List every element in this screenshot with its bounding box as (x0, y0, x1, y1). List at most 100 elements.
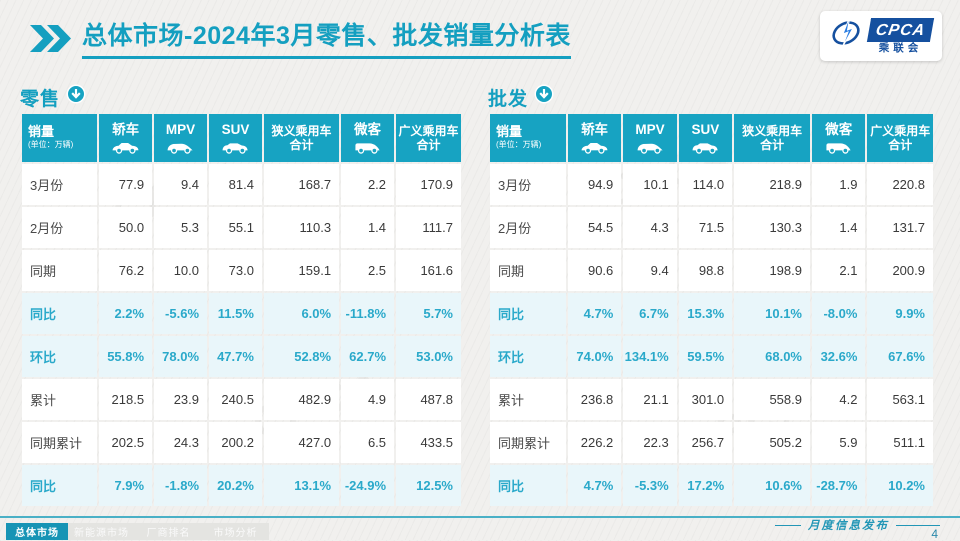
value-cell: 482.9 (263, 379, 340, 420)
row-label: 同比 (22, 465, 98, 506)
row-label: 累计 (490, 379, 566, 420)
column-header: 微客 (341, 114, 395, 162)
value-cell: 73.0 (209, 250, 262, 291)
value-cell: 200.2 (209, 422, 262, 463)
value-cell: 81.4 (209, 164, 262, 205)
sedan-icon (569, 139, 620, 154)
value-cell: 110.3 (263, 207, 340, 248)
footer-tab-active[interactable]: 总体市场 (6, 523, 68, 540)
table-row: 同期 76.2 10.0 73.0 159.1 2.5 161.6 (22, 250, 461, 291)
double-chevron-icon (30, 22, 72, 52)
value-cell: 111.7 (396, 207, 461, 248)
column-header: SUV (678, 114, 733, 162)
value-cell: -8.0% (812, 293, 866, 334)
value-cell: 1.4 (812, 207, 866, 248)
footer-tab-inactive[interactable]: 厂商排名 (135, 523, 202, 540)
microvan-icon (813, 139, 864, 154)
value-cell: 20.2% (209, 465, 262, 506)
publish-note-text: 月度信息发布 (808, 518, 889, 532)
table-row: 环比 74.0% 134.1% 59.5% 68.0% 32.6% 67.6% (490, 336, 933, 377)
value-cell: 13.1% (263, 465, 340, 506)
header-row: 销量 (单位：万辆) 轿车 MPV SUV 狭义乘用车 合计 微客 广义乘用车 合计 (22, 114, 461, 162)
value-cell: 74.0% (567, 336, 622, 377)
row-label: 3月份 (22, 164, 98, 205)
value-cell: 76.2 (99, 250, 153, 291)
table-row: 同比 2.2% -5.6% 11.5% 6.0% -11.8% 5.7% (22, 293, 461, 334)
column-header: SUV (209, 114, 262, 162)
value-cell: -28.7% (812, 465, 866, 506)
footer-tab-inactive[interactable]: 新能源市场 (68, 523, 135, 540)
row-label: 同期累计 (490, 422, 566, 463)
value-cell: 17.2% (678, 465, 733, 506)
value-cell: 198.9 (734, 250, 810, 291)
value-cell: 59.5% (678, 336, 733, 377)
column-header: 微客 (812, 114, 866, 162)
value-cell: 52.8% (263, 336, 340, 377)
row-label: 3月份 (490, 164, 566, 205)
value-cell: 114.0 (678, 164, 733, 205)
value-cell: 6.5 (341, 422, 395, 463)
table-row: 同期累计 226.2 22.3 256.7 505.2 5.9 511.1 (490, 422, 933, 463)
value-cell: 10.6% (734, 465, 810, 506)
header-row: 销量 (单位：万辆) 轿车 MPV SUV 狭义乘用车 合计 微客 广义乘用车 合计 (490, 114, 933, 162)
value-cell: 427.0 (263, 422, 340, 463)
row-label: 2月份 (22, 207, 98, 248)
retail-section-label: 零售 (20, 88, 61, 110)
publish-note: 月度信息发布 (775, 517, 940, 533)
value-cell: 23.9 (154, 379, 208, 420)
column-header: 轿车 (99, 114, 153, 162)
cpca-acronym: CPCA (866, 18, 935, 43)
value-cell: 161.6 (396, 250, 461, 291)
column-header: MPV (623, 114, 677, 162)
value-cell: 98.8 (678, 250, 733, 291)
value-cell: 62.7% (341, 336, 395, 377)
value-cell: 433.5 (396, 422, 461, 463)
wholesale-table: 销量 (单位：万辆) 轿车 MPV SUV 狭义乘用车 合计 微客 广义乘用车 合计 3月份 94.… (488, 112, 935, 508)
value-cell: -5.3% (623, 465, 677, 506)
value-cell: 1.9 (812, 164, 866, 205)
value-cell: 4.3 (623, 207, 677, 248)
sedan-icon (100, 139, 151, 154)
value-cell: 21.1 (623, 379, 677, 420)
row-label: 同期 (22, 250, 98, 291)
value-cell: 4.7% (567, 465, 622, 506)
column-header: 广义乘用车 合计 (867, 114, 933, 162)
value-cell: 10.2% (867, 465, 933, 506)
value-cell: 90.6 (567, 250, 622, 291)
value-cell: 77.9 (99, 164, 153, 205)
value-cell: 130.3 (734, 207, 810, 248)
value-cell: 4.2 (812, 379, 866, 420)
table-row: 环比 55.8% 78.0% 47.7% 52.8% 62.7% 53.0% (22, 336, 461, 377)
retail-section: 零售 销量 (单位：万辆) 轿车 MPV SUV 狭义乘用车 合计 微客 广义乘用车 合计 3月份… (20, 84, 463, 508)
page-title: 总体市场-2024年3月零售、批发销量分析表 (82, 22, 571, 59)
value-cell: 558.9 (734, 379, 810, 420)
row-label: 同比 (490, 465, 566, 506)
value-cell: 2.2 (341, 164, 395, 205)
wholesale-section-label: 批发 (488, 88, 529, 110)
value-cell: 4.7% (567, 293, 622, 334)
value-cell: 2.1 (812, 250, 866, 291)
cpca-logo: CPCA 乘联会 (820, 11, 942, 61)
table-row: 2月份 54.5 4.3 71.5 130.3 1.4 131.7 (490, 207, 933, 248)
value-cell: 131.7 (867, 207, 933, 248)
table-row: 2月份 50.0 5.3 55.1 110.3 1.4 111.7 (22, 207, 461, 248)
wholesale-section: 批发 销量 (单位：万辆) 轿车 MPV SUV 狭义乘用车 合计 微客 广义乘用车 合计 3月份… (488, 84, 935, 508)
value-cell: 226.2 (567, 422, 622, 463)
value-cell: 159.1 (263, 250, 340, 291)
value-cell: 11.5% (209, 293, 262, 334)
value-cell: 5.7% (396, 293, 461, 334)
divider (896, 524, 940, 526)
page-number: 4 (931, 527, 938, 541)
value-cell: 55.1 (209, 207, 262, 248)
column-header: 狭义乘用车 合计 (734, 114, 810, 162)
value-cell: 5.9 (812, 422, 866, 463)
title-bar: 总体市场-2024年3月零售、批发销量分析表 (30, 22, 571, 59)
footer-tab-inactive[interactable]: 市场分析 (202, 523, 269, 540)
value-cell: 301.0 (678, 379, 733, 420)
table-row: 3月份 94.9 10.1 114.0 218.9 1.9 220.8 (490, 164, 933, 205)
value-cell: 10.1% (734, 293, 810, 334)
row-label: 2月份 (490, 207, 566, 248)
value-cell: 4.9 (341, 379, 395, 420)
value-cell: 9.9% (867, 293, 933, 334)
value-cell: 6.7% (623, 293, 677, 334)
